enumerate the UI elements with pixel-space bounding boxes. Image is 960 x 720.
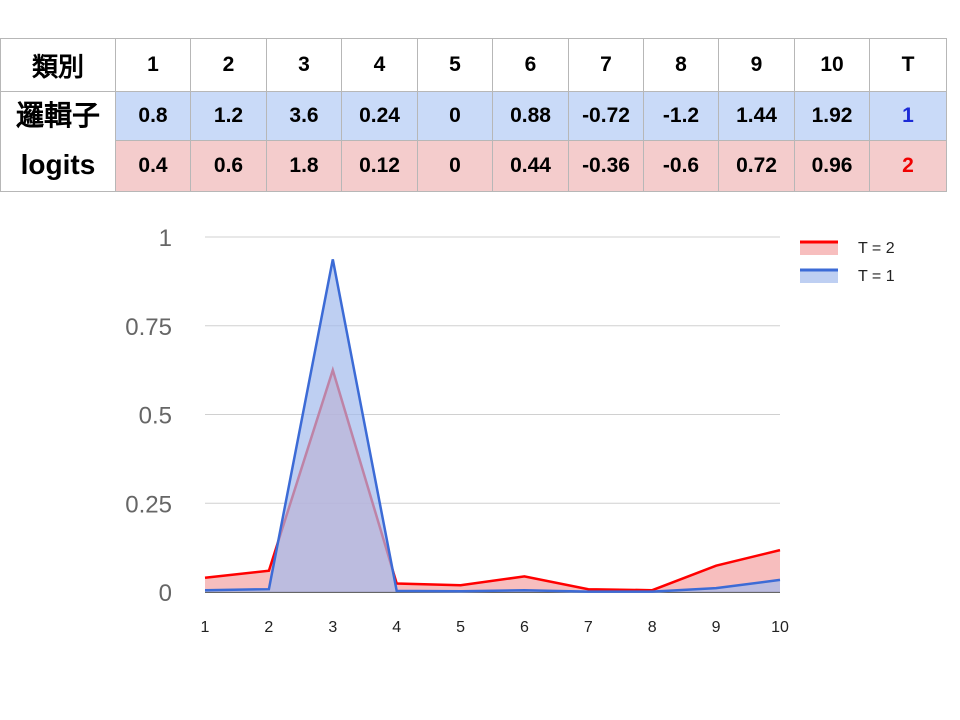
cell: 3.6 xyxy=(266,91,342,141)
cell: 0.96 xyxy=(794,139,870,192)
header-class-7: 7 xyxy=(568,38,644,92)
x-tick-label: 4 xyxy=(392,619,401,636)
legend-label-1: T = 2 xyxy=(858,240,895,257)
logits-row-t2: logits 0.4 0.6 1.8 0.12 0 0.44 -0.36 -0.… xyxy=(0,139,947,192)
temperature-cell-2: 2 xyxy=(869,139,947,192)
logits-table: 類別 1 2 3 4 5 6 7 8 9 10 T 邏輯子 0.8 1.2 3.… xyxy=(0,38,947,192)
logits-row-t1: 邏輯子 0.8 1.2 3.6 0.24 0 0.88 -0.72 -1.2 1… xyxy=(0,91,947,141)
y-tick-label: 1 xyxy=(159,225,172,252)
header-class-1: 1 xyxy=(115,38,191,92)
header-temperature: T xyxy=(869,38,947,92)
header-class-2: 2 xyxy=(190,38,267,92)
x-tick-label: 2 xyxy=(264,619,273,636)
x-tick-label: 3 xyxy=(328,619,337,636)
cell: -0.36 xyxy=(568,139,644,192)
cell: 1.8 xyxy=(266,139,342,192)
legend-swatch-1 xyxy=(800,241,838,255)
cell: 0.88 xyxy=(492,91,569,141)
x-tick-label: 7 xyxy=(584,619,593,636)
x-tick-label: 10 xyxy=(771,619,789,636)
cell: -1.2 xyxy=(643,91,719,141)
cell: 0.24 xyxy=(341,91,418,141)
row-label-english: logits xyxy=(0,140,116,192)
header-class-10: 10 xyxy=(794,38,870,92)
cell: 0 xyxy=(417,139,493,192)
x-tick-label: 5 xyxy=(456,619,465,636)
cell: 1.44 xyxy=(718,91,795,141)
cell: 0.12 xyxy=(341,139,418,192)
cell: -0.72 xyxy=(568,91,644,141)
y-tick-label: 0.25 xyxy=(125,491,172,518)
cell: -0.6 xyxy=(643,139,719,192)
header-class-3: 3 xyxy=(266,38,342,92)
x-tick-label: 6 xyxy=(520,619,529,636)
header-class-8: 8 xyxy=(643,38,719,92)
x-tick-label: 9 xyxy=(712,619,721,636)
cell: 0.6 xyxy=(190,139,267,192)
series-line-2 xyxy=(204,259,781,593)
header-class-9: 9 xyxy=(718,38,795,92)
softmax-area-chart: 0 0.25 0.5 0.75 1 1 2 3 4 5 6 7 8 9 10 T = 2 T = 1 xyxy=(125,225,895,636)
cell: 1.92 xyxy=(794,91,870,141)
row-label-chinese: 邏輯子 xyxy=(0,91,116,140)
temperature-cell-1: 1 xyxy=(869,91,947,141)
x-tick-label: 1 xyxy=(201,619,210,636)
x-tick-label: 8 xyxy=(648,619,657,636)
y-tick-label: 0.75 xyxy=(125,314,172,341)
header-class-6: 6 xyxy=(492,38,569,92)
cell: 0.8 xyxy=(115,91,191,141)
cell: 0 xyxy=(417,91,493,141)
header-class-5: 5 xyxy=(417,38,493,92)
cell: 0.44 xyxy=(492,139,569,192)
legend-label-2: T = 1 xyxy=(858,268,895,285)
series-area-2 xyxy=(205,259,780,592)
header-label: 類別 xyxy=(0,38,116,92)
cell: 0.4 xyxy=(115,139,191,192)
header-class-4: 4 xyxy=(341,38,418,92)
header-row: 類別 1 2 3 4 5 6 7 8 9 10 T xyxy=(0,38,947,92)
cell: 0.72 xyxy=(718,139,795,192)
y-tick-label: 0 xyxy=(159,580,172,607)
y-tick-label: 0.5 xyxy=(139,403,172,430)
legend-swatch-2 xyxy=(800,269,838,283)
cell: 1.2 xyxy=(190,91,267,141)
